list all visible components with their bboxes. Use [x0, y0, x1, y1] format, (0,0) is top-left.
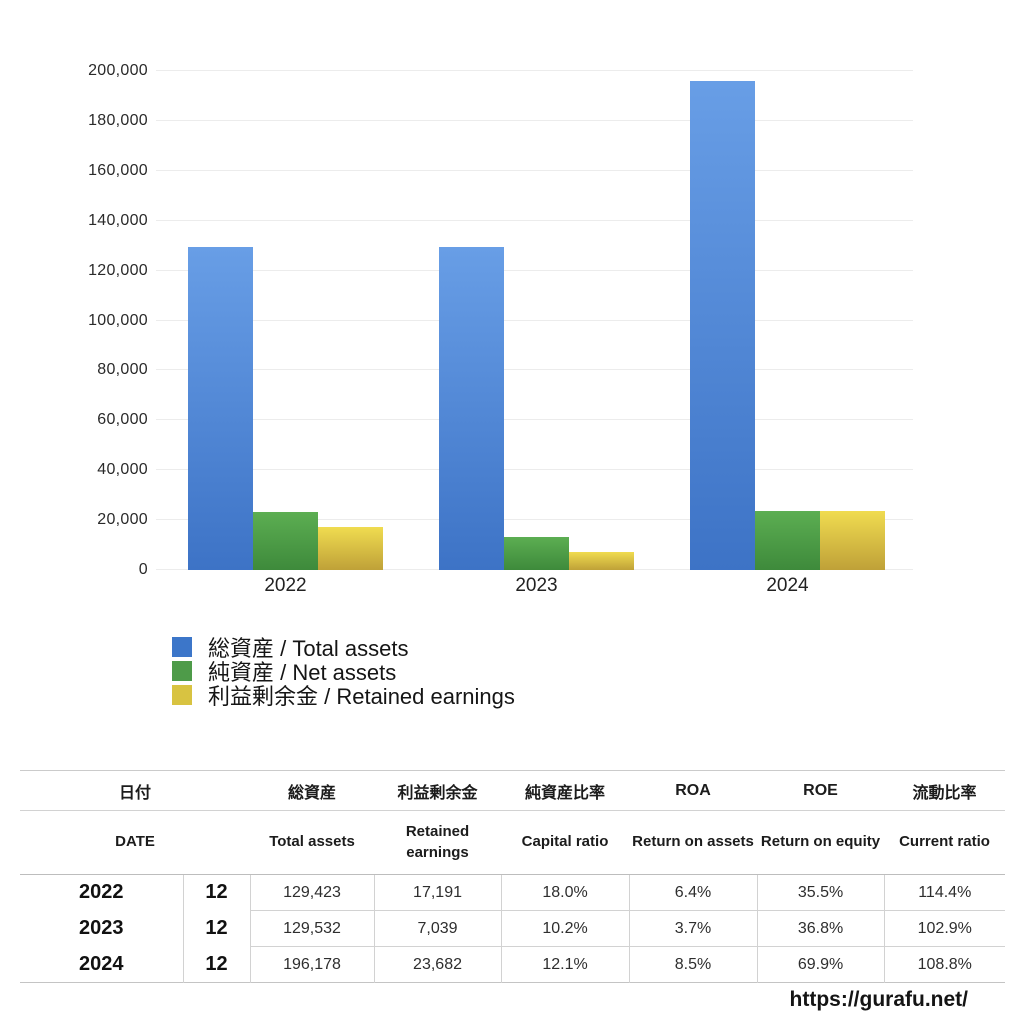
- column-header-en: DATE: [20, 810, 251, 875]
- bar-net-assets-2023: [503, 537, 569, 570]
- y-axis-tick-label: 60,000: [97, 411, 148, 429]
- cell-value: 114.4%: [918, 883, 972, 901]
- bar-group-2022: [160, 71, 411, 570]
- y-axis-labels: 0 20,000 40,000 60,000 80,000 100,000 120,000 1…: [0, 62, 148, 578]
- legend-item-net-assets: 純資産 / Net assets: [172, 659, 515, 685]
- cell-month: 12: [183, 946, 251, 983]
- y-axis-tick-label: 160,000: [88, 161, 148, 179]
- cell-value: 102.9%: [884, 910, 1006, 947]
- cell-value: 36.8%: [757, 910, 885, 947]
- legend-item-retained-earnings: 利益剰余金 / Retained earnings: [172, 683, 515, 709]
- y-axis-tick-label: 20,000: [97, 511, 148, 529]
- gridline: [156, 269, 913, 271]
- legend-item-total-assets: 総資産 / Total assets: [172, 635, 515, 661]
- cell-value: 6.4%: [629, 874, 758, 911]
- column-header-en: Capital ratio: [501, 810, 630, 875]
- gridline: [156, 469, 913, 471]
- cell-value: 7,039: [374, 910, 502, 947]
- table-header-row-english: DATE Total assets Retained earnings Capital…: [20, 810, 1006, 875]
- cell-value: 69.9%: [757, 946, 885, 983]
- column-header-ja: ROA: [629, 770, 758, 811]
- gridline: [156, 369, 913, 371]
- gridline: [156, 419, 913, 421]
- cell-value: 129,423: [250, 874, 375, 911]
- legend-swatch-total-assets: [172, 637, 192, 657]
- cell-value: 23,682: [374, 946, 502, 983]
- cell-value: 3.7%: [629, 910, 758, 947]
- table-header-row-japanese: 日付 総資産 利益剰余金 純資産比率 ROA ROE 流動比率: [20, 770, 1006, 811]
- bar-net-assets-2022: [252, 511, 318, 570]
- bar-group-2023: [411, 71, 662, 570]
- legend-label-total-assets: 総資産 / Total assets: [208, 636, 409, 661]
- bar-chart-plot-area: [156, 70, 913, 570]
- y-axis-tick-label: 100,000: [88, 311, 148, 329]
- gridline: [156, 219, 913, 221]
- watermark-url: https://gurafu.net/: [789, 988, 968, 1011]
- table-body: 2022 12 129,423 17,191 18.0% 6.4% 35.5% 114.4% 2…: [20, 874, 1006, 983]
- y-axis-tick-label: 0: [138, 561, 148, 578]
- bar-retained-earnings-2024: [819, 510, 885, 570]
- column-header-ja: 日付: [20, 770, 251, 811]
- chart-legend: 総資産 / Total assets 純資産 / Net assets 利益剰余金 …: [172, 635, 515, 709]
- column-header-ja: 利益剰余金: [374, 770, 502, 811]
- cell-month: 12: [183, 910, 251, 947]
- bar-group-2024: [662, 71, 913, 570]
- gridline: [156, 70, 913, 71]
- bar-total-assets-2022: [187, 247, 253, 570]
- column-header-ja: 流動比率: [884, 770, 1006, 811]
- column-header-en: Return on assets: [629, 810, 758, 875]
- legend-label-retained-earnings: 利益剰余金 / Retained earnings: [208, 684, 515, 709]
- y-axis-tick-label: 180,000: [88, 111, 148, 129]
- gridline: [156, 169, 913, 171]
- cell-value: 12.1%: [501, 946, 630, 983]
- x-axis-labels: 2022 2023 2024: [160, 575, 913, 599]
- cell-value: 18.0%: [501, 874, 630, 911]
- y-axis-tick-label: 200,000: [88, 62, 148, 79]
- cell-month: 12: [183, 874, 251, 911]
- x-axis-tick-label: 2023: [515, 575, 558, 596]
- column-header-en: Return on equity: [757, 810, 885, 875]
- cell-value: 108.8%: [884, 946, 1006, 983]
- table-row-2024: 2024 12 196,178 23,682 12.1% 8.5% 69.9% 108.8%: [20, 946, 1006, 983]
- bar-retained-earnings-2022: [317, 527, 383, 570]
- cell-value: 10.2%: [501, 910, 630, 947]
- legend-label-net-assets: 純資産 / Net assets: [208, 660, 397, 685]
- column-header-en: Current ratio: [884, 810, 1006, 875]
- cell-year: 2022: [20, 874, 184, 911]
- table-header: 日付 総資産 利益剰余金 純資産比率 ROA ROE 流動比率 DATE Total asse…: [20, 770, 1006, 875]
- cell-value: 196,178: [250, 946, 375, 983]
- y-axis-tick-label: 40,000: [97, 461, 148, 479]
- column-header-en: Total assets: [250, 810, 375, 875]
- cell-year: 2024: [20, 946, 184, 983]
- table-row-2022: 2022 12 129,423 17,191 18.0% 6.4% 35.5% 114.4%: [20, 874, 1005, 911]
- y-axis-tick-label: 120,000: [88, 261, 148, 279]
- financial-metrics-table: 日付 総資産 利益剰余金 純資産比率 ROA ROE 流動比率 DATE Total asse…: [20, 770, 1006, 983]
- bar-total-assets-2023: [438, 246, 504, 570]
- gridline: [156, 119, 913, 121]
- column-header-ja: ROE: [757, 770, 885, 811]
- legend-swatch-net-assets: [172, 661, 192, 681]
- gridline: [156, 319, 913, 321]
- bar-retained-earnings-2023: [568, 552, 634, 570]
- y-axis-tick-label: 80,000: [97, 361, 148, 379]
- cell-value: 17,191: [374, 874, 502, 911]
- column-header-ja: 純資産比率: [501, 770, 630, 811]
- gridline: [156, 519, 913, 521]
- y-axis-tick-label: 140,000: [88, 211, 148, 229]
- bar-total-assets-2024: [689, 80, 755, 570]
- x-axis-tick-label: 2024: [766, 575, 809, 596]
- cell-value: 8.5%: [629, 946, 758, 983]
- x-axis-tick-label: 2022: [264, 575, 307, 596]
- legend-swatch-retained-earnings: [172, 685, 192, 705]
- table-row-2023: 2023 12 129,532 7,039 10.2% 3.7% 36.8% 102.9%: [20, 910, 1006, 947]
- bar-net-assets-2024: [754, 510, 820, 570]
- cell-value: 129,532: [250, 910, 375, 947]
- column-header-ja: 総資産: [250, 770, 375, 811]
- column-header-en: Retained earnings: [374, 810, 502, 875]
- cell-year: 2023: [20, 910, 184, 947]
- cell-value: 35.5%: [757, 874, 885, 911]
